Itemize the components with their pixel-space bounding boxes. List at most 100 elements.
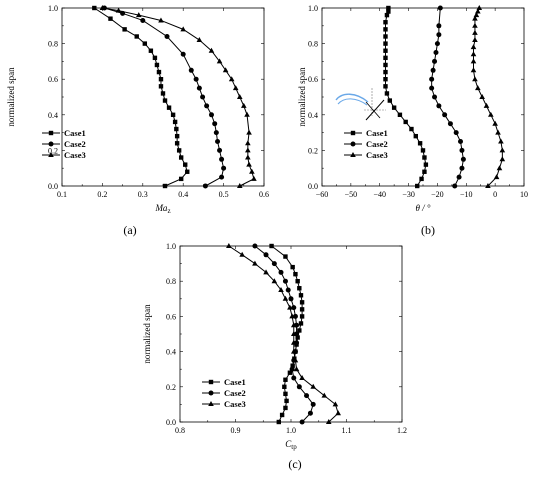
legend-marker: [350, 130, 356, 136]
data-point: [245, 147, 251, 153]
data-point: [437, 5, 443, 11]
series-line: [94, 7, 188, 187]
data-point: [108, 16, 113, 21]
data-point: [115, 7, 122, 13]
x-tick-label: 0.5: [219, 190, 229, 199]
data-point: [246, 161, 252, 167]
data-point: [383, 84, 388, 89]
data-point: [283, 405, 288, 411]
x-tick-label: −40: [373, 190, 386, 199]
data-point: [470, 67, 477, 73]
data-point: [204, 103, 210, 109]
data-point: [299, 314, 305, 319]
legend-marker: [48, 141, 54, 147]
data-point: [284, 398, 289, 404]
legend-marker: [350, 141, 356, 147]
data-point: [383, 62, 388, 68]
data-point: [434, 41, 440, 47]
data-point: [219, 174, 225, 180]
data-point: [140, 17, 146, 23]
legend-entry: Case2: [42, 139, 86, 149]
data-point: [409, 126, 414, 132]
data-point: [99, 5, 106, 10]
y-tick-label: 0.4: [48, 111, 58, 120]
data-point: [232, 85, 239, 91]
data-point: [310, 383, 316, 389]
x-tick-label: 1.1: [342, 426, 352, 435]
x-tick-label: 0.2: [97, 190, 107, 199]
data-point: [472, 76, 478, 82]
x-tick-label: −10: [460, 190, 473, 199]
data-point: [263, 252, 269, 258]
x-tick-label: −20: [431, 190, 444, 199]
data-point: [488, 111, 494, 117]
data-point: [252, 243, 258, 249]
data-point: [495, 129, 501, 135]
data-point: [285, 287, 291, 293]
data-point: [420, 148, 426, 153]
data-point: [325, 419, 332, 424]
x-tick-label: 0.9: [231, 426, 241, 435]
data-point: [249, 168, 255, 174]
data-point: [296, 384, 302, 390]
data-point: [423, 162, 429, 167]
data-point: [193, 76, 199, 82]
data-point: [162, 98, 168, 103]
y-axis-title: normalized span: [297, 67, 307, 127]
data-point: [245, 140, 251, 146]
data-point: [289, 366, 295, 372]
panel-b-chart: −60 −50 −40 −30 −20 −10 0 10 0.0 0.2 0.4 0.6 0.8 1.0 n…: [297, 4, 528, 237]
legend-entry: Case1: [42, 128, 86, 138]
data-point: [287, 304, 293, 310]
data-point: [158, 77, 164, 82]
panel-label: (b): [421, 223, 435, 237]
data-point: [492, 120, 498, 126]
data-point: [291, 375, 297, 381]
data-point: [172, 119, 178, 125]
data-point: [298, 321, 304, 326]
legend-entry: Case1: [202, 377, 246, 387]
x-axis-title: θ / °: [415, 203, 430, 213]
data-point: [142, 41, 148, 46]
legend-label: Case2: [64, 139, 86, 149]
data-point: [297, 286, 302, 291]
legend-marker: [208, 401, 214, 406]
x-tick-label: 0.4: [178, 190, 188, 199]
panel-label: (a): [123, 223, 136, 237]
data-point: [383, 34, 388, 39]
data-point: [290, 264, 295, 270]
data-point: [383, 48, 388, 53]
y-tick-label: 0.6: [308, 75, 318, 84]
data-point: [295, 279, 300, 284]
data-point: [174, 133, 180, 139]
legend-marker: [208, 390, 214, 396]
data-point: [292, 357, 299, 363]
data-point: [436, 103, 442, 109]
data-point: [170, 112, 176, 117]
data-point: [383, 77, 388, 82]
legend-entry: Case2: [344, 139, 388, 149]
legend-entry: Case2: [202, 388, 246, 398]
series-case1: [92, 5, 190, 189]
data-point: [279, 412, 285, 418]
legend-marker: [48, 130, 54, 136]
data-point: [384, 12, 390, 18]
data-point: [432, 94, 438, 100]
plot-frame: [179, 245, 403, 423]
data-point: [188, 67, 194, 73]
data-point: [476, 5, 483, 10]
data-point: [283, 377, 288, 382]
x-axis-title-subscript: tp: [291, 443, 297, 451]
data-point: [470, 44, 477, 50]
data-point: [122, 27, 127, 32]
y-tick-label: 0.2: [166, 383, 176, 392]
data-point: [299, 375, 305, 380]
legend-marker: [350, 152, 356, 157]
panel-label: (c): [288, 457, 301, 471]
series-case1: [269, 243, 305, 425]
data-point: [383, 55, 388, 61]
data-point: [415, 183, 420, 189]
data-point: [456, 174, 462, 180]
data-point: [178, 155, 184, 160]
